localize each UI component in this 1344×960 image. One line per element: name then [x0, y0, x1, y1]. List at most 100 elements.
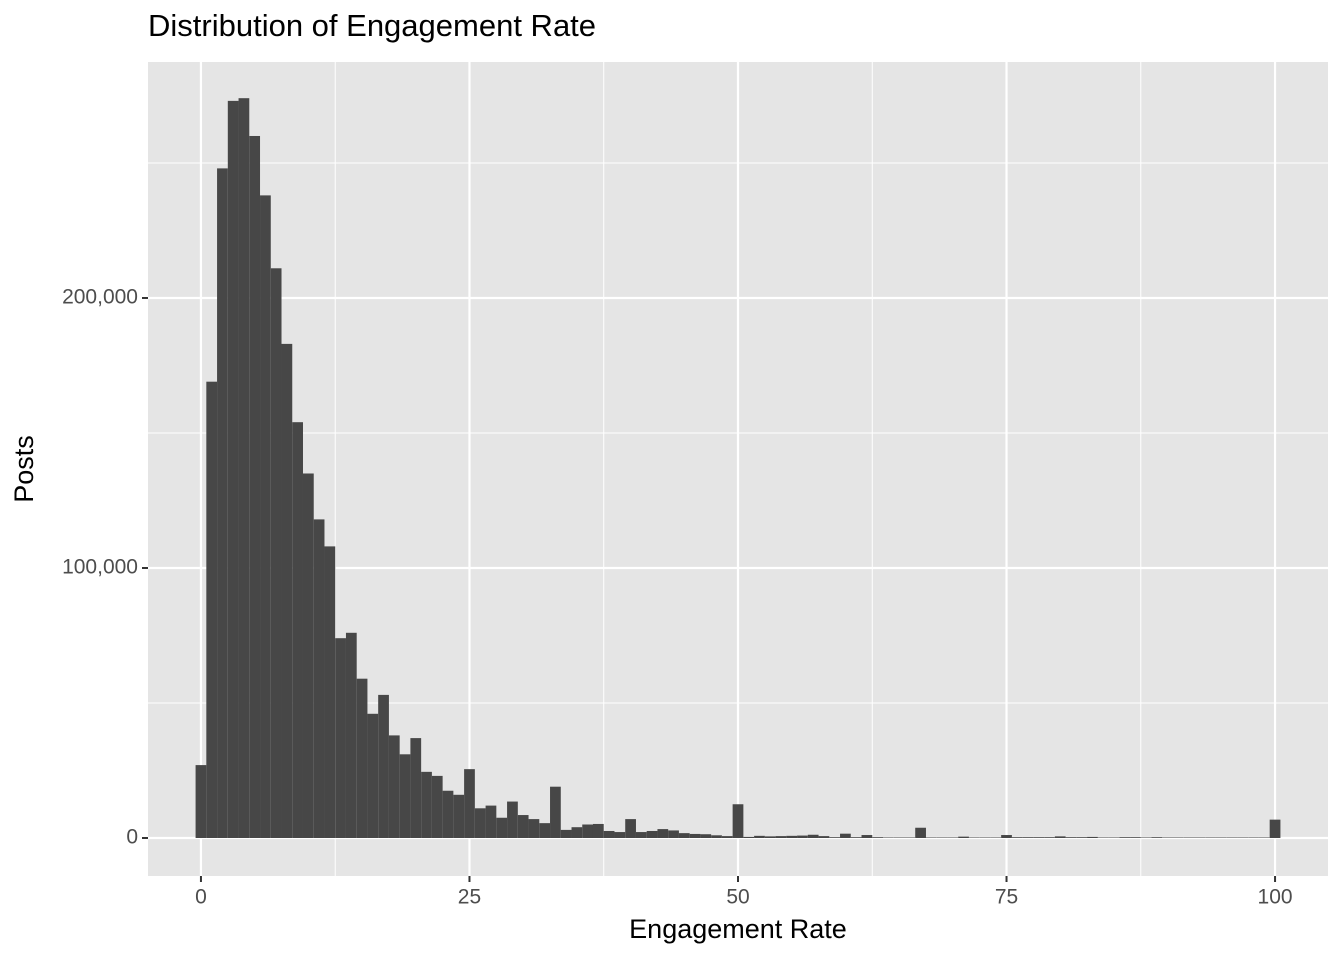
bar: [378, 694, 389, 838]
bar: [764, 836, 776, 838]
x-tick-label: 100: [1258, 886, 1293, 909]
bar: [818, 836, 830, 838]
bar: [936, 837, 948, 838]
bar: [1022, 837, 1034, 838]
bar: [947, 837, 959, 838]
bar: [893, 837, 905, 838]
bar: [797, 835, 808, 838]
bar: [1151, 837, 1163, 838]
y-tick-label: 0: [126, 826, 138, 849]
bar: [1087, 836, 1098, 838]
x-axis-label: Engagement Rate: [629, 914, 847, 944]
bar: [689, 833, 701, 838]
bar: [249, 135, 261, 838]
bar: [711, 835, 722, 838]
bar: [1194, 837, 1206, 838]
bar: [388, 735, 400, 838]
bar: [646, 830, 658, 838]
x-tick-label: 0: [195, 886, 207, 909]
bar: [1173, 837, 1184, 838]
bar: [668, 830, 679, 838]
bar: [1183, 837, 1195, 838]
bar: [367, 713, 379, 838]
bar: [1054, 836, 1066, 838]
bar: [1119, 837, 1131, 838]
bar: [560, 829, 572, 838]
bar: [829, 837, 841, 838]
bar: [496, 817, 508, 838]
bar: [861, 835, 873, 838]
bar: [474, 808, 486, 838]
bar: [206, 381, 218, 838]
bar: [1033, 837, 1045, 838]
bar: [840, 833, 851, 838]
bar: [464, 769, 475, 838]
bar: [1205, 837, 1216, 838]
grid: [148, 62, 1328, 876]
bar: [883, 837, 894, 838]
bar: [281, 343, 293, 838]
bar: [442, 790, 454, 838]
bar: [1130, 837, 1141, 838]
bar: [592, 823, 604, 838]
bar: [1076, 837, 1088, 838]
bar: [743, 836, 755, 838]
bar: [260, 195, 271, 838]
bar: [754, 835, 765, 838]
chart-title: Distribution of Engagement Rate: [148, 8, 596, 43]
bar: [539, 823, 551, 838]
bar: [453, 794, 465, 838]
y-axis-label: Posts: [9, 435, 39, 503]
bar: [550, 786, 561, 838]
bar: [925, 837, 937, 838]
bar: [582, 824, 593, 838]
bar: [904, 837, 916, 838]
bar: [603, 830, 615, 838]
bar: [1226, 837, 1238, 838]
bar: [485, 805, 497, 838]
bar: [1065, 837, 1077, 838]
bar: [1044, 837, 1055, 838]
bar: [227, 100, 239, 838]
bar: [700, 834, 712, 838]
bar: [517, 815, 529, 838]
bar: [915, 827, 926, 838]
y-tick-label: 100,000: [62, 556, 138, 579]
x-tick-label: 25: [458, 886, 481, 909]
bar: [1258, 837, 1270, 838]
bar: [410, 738, 422, 838]
bar: [217, 168, 228, 838]
bar: [571, 827, 583, 838]
bar: [238, 98, 250, 838]
bar: [678, 833, 690, 838]
bar: [1269, 819, 1281, 838]
bar: [807, 834, 819, 838]
bar: [1001, 835, 1012, 838]
bar: [399, 754, 411, 838]
bar: [313, 519, 325, 838]
bar: [625, 819, 636, 838]
x-tick-label: 75: [995, 886, 1018, 909]
y-tick-label: 200,000: [62, 286, 138, 309]
bar: [850, 837, 862, 838]
bar: [1097, 837, 1109, 838]
bar: [1248, 837, 1259, 838]
bar: [1011, 837, 1023, 838]
bar: [356, 678, 368, 838]
bar: [786, 835, 798, 838]
bar: [324, 546, 336, 838]
bar: [421, 771, 432, 838]
bar: [345, 632, 357, 838]
x-tick-label: 50: [726, 886, 749, 909]
bar: [195, 765, 207, 838]
bar: [292, 422, 303, 838]
bar: [1108, 837, 1120, 838]
bar: [775, 836, 787, 838]
bar: [1162, 837, 1174, 838]
bar: [335, 638, 346, 838]
bar: [614, 832, 626, 838]
bars: [195, 98, 1281, 838]
bar: [431, 775, 443, 838]
bar: [958, 836, 969, 838]
